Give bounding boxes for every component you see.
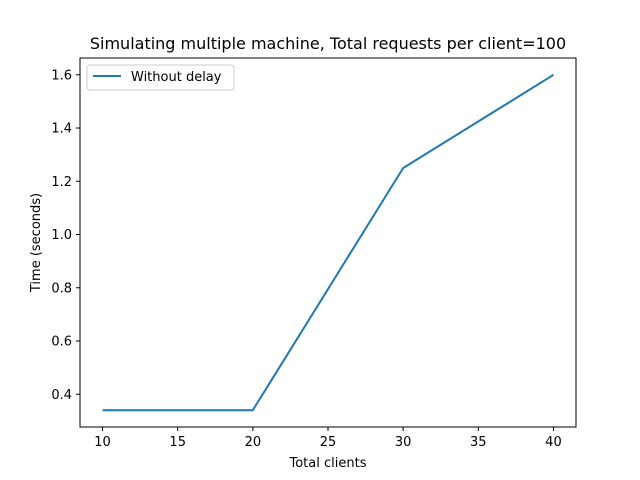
y-tick-label: 0.4 [51,388,72,403]
x-axis-label: Total clients [289,456,367,471]
series-layer [102,73,555,412]
plot-frame [79,57,577,428]
y-axis-label: Time (seconds) [29,193,44,293]
x-tick-label: 15 [169,435,186,450]
x-axis: 10 15 20 25 30 35 40 [94,427,562,450]
y-tick-label: 1.2 [51,175,72,190]
y-tick-label: 0.8 [51,281,72,296]
x-tick-label: 20 [245,435,262,450]
x-tick-label: 25 [320,435,337,450]
y-tick-label: 0.6 [51,335,72,350]
y-tick-label: 1.6 [51,68,72,83]
chart-title: Simulating multiple machine, Total reque… [90,34,566,53]
x-tick-label: 30 [395,435,412,450]
x-tick-label: 35 [470,435,487,450]
legend-box [86,64,235,91]
x-tick-label: 10 [94,435,111,450]
y-tick-label: 1.0 [51,228,72,243]
y-axis: 0.4 0.6 0.8 1.0 1.2 1.4 1.6 [51,68,80,403]
legend: Without delay [86,64,235,91]
x-tick-label: 40 [545,435,562,450]
series-line [102,73,555,412]
legend-label: Without delay [131,70,222,85]
y-tick-label: 1.4 [51,122,72,137]
